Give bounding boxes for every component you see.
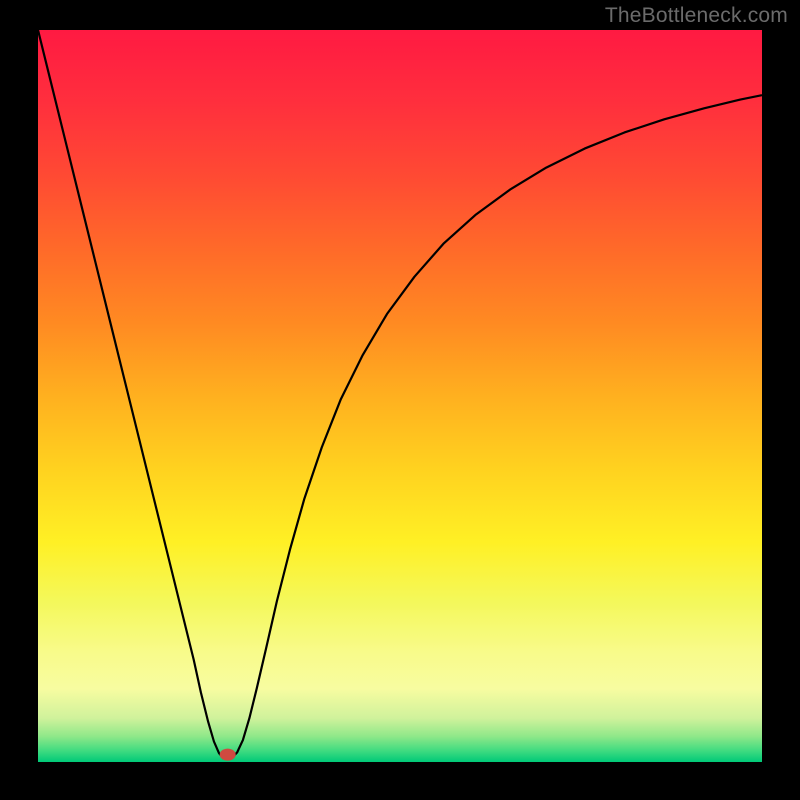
gradient-background [38,30,762,762]
chart-frame: TheBottleneck.com [0,0,800,800]
watermark-text: TheBottleneck.com [605,4,788,28]
plot-area [38,30,762,762]
plot-svg [38,30,762,762]
optimal-point-marker [220,749,236,761]
